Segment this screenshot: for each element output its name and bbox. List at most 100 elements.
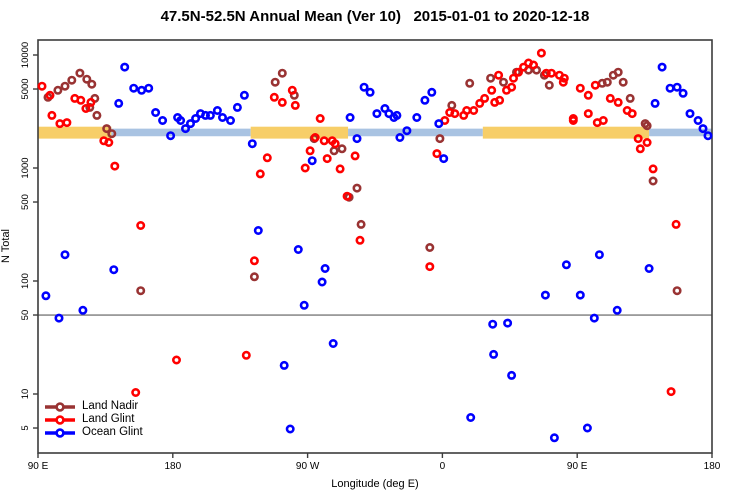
data-point-land-glint (671, 219, 681, 229)
data-point-land-glint (480, 93, 490, 103)
data-point-land-glint (536, 48, 546, 58)
data-point-land-glint (425, 262, 435, 272)
data-point-land-nadir (87, 79, 97, 89)
data-point-land-glint (262, 153, 272, 163)
data-point-ocean-glint (395, 133, 405, 143)
y-tick-label: 100 (20, 273, 31, 289)
data-point-land-nadir (107, 129, 117, 139)
data-point-land-glint (319, 136, 329, 146)
data-point-ocean-glint (129, 83, 139, 93)
data-point-ocean-glint (685, 109, 695, 119)
y-axis-label: N Total (0, 228, 12, 264)
data-point-ocean-glint (114, 98, 124, 108)
legend-marker-land-nadir-icon (45, 401, 75, 412)
data-point-land-glint (546, 68, 556, 78)
data-point-land-nadir (249, 272, 259, 282)
data-point-land-glint (290, 100, 300, 110)
data-point-land-nadir (82, 74, 92, 84)
data-point-ocean-glint (345, 113, 355, 123)
data-point-land-glint (287, 85, 297, 95)
data-point-ocean-glint (186, 119, 196, 129)
data-point-ocean-glint (657, 62, 667, 72)
legend-item-land-nadir: Land Nadir (44, 400, 143, 413)
data-point-land-glint (335, 164, 345, 174)
data-point-land-glint (633, 134, 643, 144)
data-point-land-glint (355, 235, 365, 245)
surface-band-ocean (348, 128, 483, 137)
data-point-land-glint (432, 149, 442, 159)
data-point-ocean-glint (60, 250, 70, 260)
data-point-land-glint (350, 151, 360, 161)
data-point-land-glint (635, 144, 645, 154)
data-point-land-glint (666, 387, 676, 397)
x-tick-label: 180 (704, 461, 721, 472)
data-point-land-glint (462, 106, 472, 116)
data-point-ocean-glint (561, 260, 571, 270)
data-point-ocean-glint (279, 360, 289, 370)
data-point-ocean-glint (594, 250, 604, 260)
data-point-land-glint (495, 95, 505, 105)
data-point-land-nadir (329, 146, 339, 156)
data-point-ocean-glint (137, 85, 147, 95)
data-point-ocean-glint (41, 291, 51, 301)
data-point-ocean-glint (226, 116, 236, 126)
y-tick-label: 10 (20, 389, 31, 400)
data-point-ocean-glint (181, 124, 191, 134)
data-point-land-glint (47, 110, 57, 120)
data-point-land-nadir (672, 286, 682, 296)
data-point-land-glint (37, 81, 47, 91)
data-point-ocean-glint (575, 290, 585, 300)
data-point-ocean-glint (698, 124, 708, 134)
data-point-ocean-glint (507, 370, 517, 380)
data-point-land-glint (528, 60, 538, 70)
data-point-land-glint (583, 90, 593, 100)
data-point-land-nadir (435, 134, 445, 144)
data-point-ocean-glint (488, 319, 498, 329)
data-point-land-nadir (60, 81, 70, 91)
data-point-ocean-glint (352, 134, 362, 144)
data-point-ocean-glint (589, 313, 599, 323)
data-point-land-nadir (337, 144, 347, 154)
data-point-ocean-glint (120, 62, 130, 72)
data-point-land-glint (322, 154, 332, 164)
legend-marker-land-glint-icon (45, 414, 75, 425)
data-point-land-nadir (53, 85, 63, 95)
legend-item-land-glint: Land Glint (44, 413, 143, 426)
legend-label-ocean-glint: Ocean Glint (82, 426, 143, 438)
data-point-land-glint (62, 118, 72, 128)
data-point-land-glint (277, 97, 287, 107)
data-point-ocean-glint (693, 116, 703, 126)
surface-band-land (250, 126, 349, 139)
data-point-land-nadir (602, 77, 612, 87)
x-tick-label: 0 (440, 461, 446, 472)
data-point-ocean-glint (293, 245, 303, 255)
y-tick-label: 1000 (20, 157, 31, 178)
y-tick-label: 5000 (20, 78, 31, 99)
data-point-land-glint (583, 109, 593, 119)
data-point-land-glint (475, 98, 485, 108)
data-point-ocean-glint (247, 139, 257, 149)
data-point-land-glint (305, 146, 315, 156)
legend-label-land-glint: Land Glint (82, 413, 135, 425)
data-point-ocean-glint (239, 90, 249, 100)
data-point-land-nadir (102, 124, 112, 134)
data-point-ocean-glint (158, 116, 168, 126)
data-point-land-glint (81, 104, 91, 114)
surface-band-ocean (649, 128, 712, 137)
data-point-land-glint (131, 387, 141, 397)
data-point-land-nadir (544, 80, 554, 90)
data-point-land-glint (598, 116, 608, 126)
data-point-land-glint (45, 90, 55, 100)
data-point-land-nadir (447, 100, 457, 110)
data-point-ocean-glint (176, 116, 186, 126)
data-point-land-nadir (425, 243, 435, 253)
data-point-ocean-glint (420, 95, 430, 105)
data-point-land-nadir (498, 77, 508, 87)
y-tick-label: 500 (20, 194, 31, 210)
data-point-ocean-glint (489, 349, 499, 359)
data-point-ocean-glint (365, 87, 375, 97)
data-point-land-glint (330, 139, 340, 149)
data-point-ocean-glint (201, 110, 211, 120)
data-point-ocean-glint (151, 108, 161, 118)
data-point-land-glint (241, 350, 251, 360)
